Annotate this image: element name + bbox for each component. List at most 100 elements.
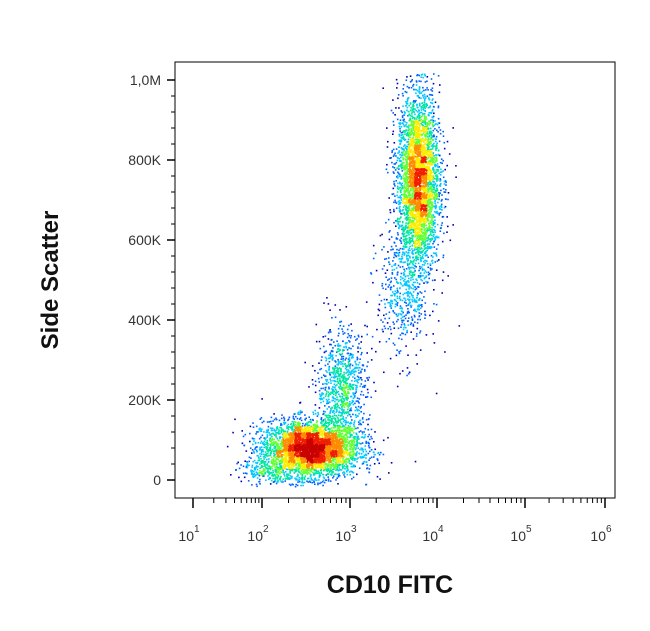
event-dot (351, 401, 354, 403)
event-dot (312, 413, 315, 415)
event-dot (449, 239, 452, 242)
event-dot (422, 232, 424, 234)
event-dot (368, 446, 371, 449)
event-dot (270, 416, 273, 419)
event-dot (267, 468, 269, 470)
event-dot (276, 447, 278, 450)
event-dot (418, 124, 421, 127)
event-dot (407, 317, 410, 319)
event-dot (331, 317, 333, 319)
event-dot (431, 223, 433, 226)
event-dot (339, 377, 341, 380)
event-dot (398, 295, 401, 298)
event-dot (298, 477, 300, 479)
event-dot (409, 257, 411, 259)
event-dot (420, 107, 423, 109)
event-dot (392, 321, 394, 323)
event-dot (388, 472, 390, 474)
event-dot (318, 381, 320, 383)
event-dot (424, 75, 426, 77)
event-dot (412, 229, 415, 232)
event-dot (328, 368, 330, 370)
event-dot (341, 356, 343, 358)
event-dot (341, 374, 344, 376)
event-dot (410, 106, 412, 109)
event-dot (280, 459, 283, 462)
event-dot (410, 86, 413, 89)
event-dot (412, 85, 414, 87)
event-dot (408, 270, 411, 273)
event-dot (412, 220, 415, 223)
event-dot (435, 171, 438, 174)
event-dot (347, 431, 349, 433)
event-dot (400, 201, 402, 204)
event-dot (274, 479, 277, 481)
event-dot (377, 459, 379, 462)
event-dot (336, 465, 339, 467)
event-dot (258, 481, 260, 483)
event-dot (408, 268, 411, 270)
event-dot (292, 415, 295, 418)
event-dot (344, 394, 346, 397)
event-dot (238, 467, 241, 470)
event-dot (301, 476, 304, 479)
event-dot (407, 177, 409, 179)
event-dot (304, 475, 307, 477)
event-dot (422, 149, 424, 151)
event-dot (352, 439, 354, 441)
event-dot (327, 338, 330, 340)
event-dot (395, 148, 398, 150)
event-dot (409, 304, 412, 307)
event-dot (442, 188, 445, 190)
event-dot (427, 245, 429, 248)
event-dot (426, 201, 429, 204)
event-dot (410, 127, 412, 130)
event-dot (418, 117, 420, 120)
event-dot (431, 156, 434, 158)
event-dot (351, 439, 353, 442)
event-dot (338, 434, 341, 437)
event-dot (280, 475, 282, 478)
event-dot (373, 456, 375, 458)
event-dot (347, 369, 350, 372)
event-dot (401, 154, 403, 157)
event-dot (273, 443, 275, 445)
event-dot (262, 460, 265, 462)
event-dot (401, 370, 404, 372)
event-dot (434, 195, 437, 197)
event-dot (421, 247, 423, 250)
event-dot (342, 378, 344, 381)
event-dot (418, 102, 421, 105)
event-dot (266, 448, 268, 451)
event-dot (359, 358, 361, 360)
event-dot (347, 449, 349, 451)
event-dot (402, 209, 404, 211)
event-dot (364, 448, 367, 451)
event-dot (312, 411, 314, 414)
event-dot (431, 99, 434, 101)
event-dot (334, 397, 336, 400)
event-dot (333, 412, 336, 415)
event-dot (319, 395, 322, 397)
event-dot (429, 267, 432, 269)
event-dot (409, 136, 411, 139)
event-dot (346, 349, 349, 351)
event-dot (240, 464, 242, 466)
event-dot (398, 207, 401, 209)
event-dot (410, 223, 413, 226)
event-dot (446, 216, 448, 218)
event-dot (415, 99, 417, 102)
event-dot (391, 161, 393, 164)
event-dot (435, 188, 438, 190)
event-dot (403, 232, 406, 235)
event-dot (405, 153, 408, 155)
event-dot (327, 419, 329, 421)
event-dot (417, 318, 419, 321)
event-dot (403, 229, 405, 232)
event-dot (397, 255, 399, 257)
event-dot (402, 206, 405, 208)
event-dot (386, 322, 389, 324)
event-dot (428, 272, 431, 275)
event-dot (403, 153, 406, 155)
event-dot (280, 417, 283, 420)
